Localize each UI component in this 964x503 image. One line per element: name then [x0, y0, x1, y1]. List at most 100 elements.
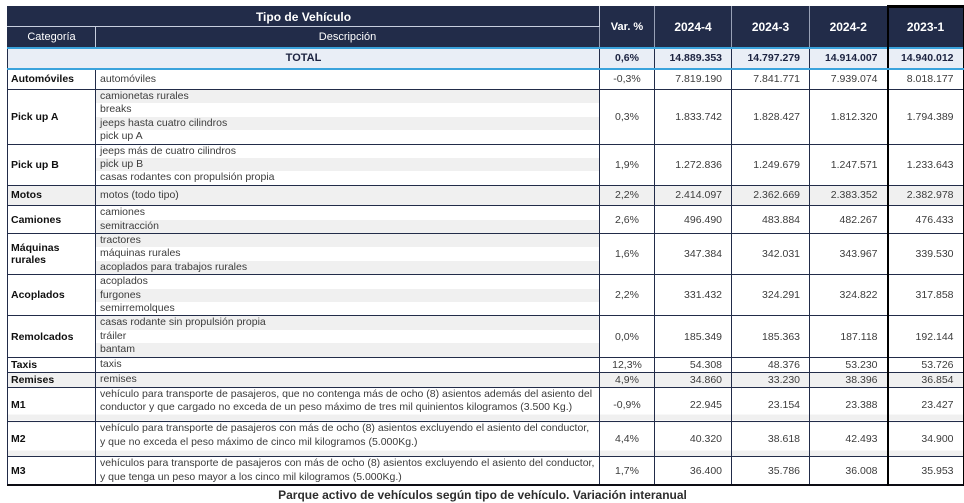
table-row: Máquinas rurales tractores 1,6% 347.384 342.…: [7, 232, 964, 275]
value-cell: 482.267: [809, 205, 889, 234]
table-row: pick up B: [8, 157, 964, 172]
category-cell: Remises: [7, 371, 96, 388]
value-cell: 7.819.190: [654, 68, 733, 90]
category-cell: M2: [7, 421, 96, 457]
value-cell: 343.967: [809, 232, 889, 275]
description-line: bantam: [95, 343, 601, 358]
value-cell: 53.726: [886, 356, 964, 373]
total-value: 14.797.279: [731, 46, 811, 70]
value-cell: 1.233.643: [886, 143, 964, 186]
value-cell: 23.388: [809, 386, 889, 422]
value-cell: 33.230: [731, 371, 811, 388]
var-pct-cell: 2,6%: [599, 205, 656, 234]
value-cell: 483.884: [731, 205, 811, 234]
value-cell: 36.400: [654, 456, 733, 486]
value-cell: 1.272.836: [654, 143, 733, 186]
table-row: bantam: [8, 343, 964, 358]
table-row: Automóviles automóviles -0,3% 7.819.190 7.84…: [7, 68, 964, 90]
value-cell: 23.154: [731, 386, 811, 422]
value-cell: 23.427: [886, 386, 964, 422]
var-pct-cell: 1,7%: [599, 456, 656, 486]
total-value: 14.889.353: [654, 46, 733, 70]
value-cell: 7.939.074: [809, 68, 889, 90]
value-cell: 38.618: [731, 421, 811, 457]
category-cell: Acoplados: [7, 274, 96, 316]
table-row: M3 vehículos para transporte de pasajeros…: [7, 456, 964, 486]
table-row: jeeps hasta cuatro cilindros: [8, 116, 964, 131]
value-cell: 192.144: [886, 315, 964, 358]
table-row: semitracción: [8, 219, 964, 234]
category-cell: Pick up A: [7, 88, 96, 145]
header-categoria: Categoría: [7, 26, 96, 48]
value-cell: 324.291: [731, 274, 811, 316]
value-cell: 7.841.771: [731, 68, 811, 90]
value-cell: 2.383.352: [809, 184, 889, 206]
description-line: acoplados: [95, 274, 601, 289]
value-cell: 187.118: [809, 315, 889, 358]
header-period-2024-4: 2024-4: [654, 6, 732, 48]
var-pct-cell: 0,0%: [599, 315, 656, 358]
category-cell: Pick up B: [7, 143, 96, 186]
category-cell: Máquinas rurales: [7, 232, 96, 275]
value-cell: 1.247.571: [809, 143, 889, 186]
table-row: tráiler: [8, 329, 964, 344]
category-cell: Motos: [7, 184, 96, 206]
var-pct-cell: -0,9%: [599, 386, 656, 422]
value-cell: 2.362.669: [731, 184, 811, 206]
value-cell: 34.900: [886, 421, 964, 457]
table-row: semirremolques: [8, 302, 964, 316]
table-row: Taxis taxis 12,3% 54.308 48.376 53.230 53.726: [7, 356, 964, 373]
var-pct-cell: 2,2%: [599, 184, 656, 206]
header-period-2023-1: 2023-1: [886, 5, 964, 48]
table-row: M1 vehículo para transporte de pasajeros,…: [7, 386, 964, 422]
var-pct-cell: 0,3%: [599, 88, 656, 145]
var-pct-cell: 12,3%: [599, 356, 656, 373]
value-cell: 324.822: [809, 274, 889, 316]
description-line: tractores: [95, 232, 601, 248]
description-line: pick up B: [95, 157, 601, 172]
total-label: TOTAL: [7, 46, 601, 70]
description-line: motos (todo tipo): [95, 184, 601, 206]
value-cell: 347.384: [654, 232, 733, 275]
header-var-pct: Var. %: [599, 6, 655, 48]
value-cell: 2.414.097: [654, 184, 733, 206]
table-body: TOTAL 0,6% 14.889.353 14.797.279 14.914.…: [7, 46, 964, 486]
description-line: breaks: [95, 103, 601, 117]
value-cell: 1.828.427: [731, 88, 811, 145]
description-line: camiones: [95, 205, 601, 220]
table-row: casas rodantes con propulsión propia: [8, 171, 964, 186]
value-cell: 185.349: [654, 315, 733, 358]
value-cell: 53.230: [809, 356, 889, 373]
total-value: 14.914.007: [809, 46, 889, 70]
value-cell: 36.008: [809, 456, 889, 486]
description-line: remises: [95, 371, 601, 388]
value-cell: 22.945: [654, 386, 733, 422]
category-cell: M3: [7, 456, 96, 486]
value-cell: 42.493: [809, 421, 889, 457]
description-line: acoplados para trabajos rurales: [95, 260, 601, 275]
description-line: camionetas rurales: [95, 88, 601, 104]
description-line: furgones: [95, 288, 601, 302]
description-line: vehículo para transporte de pasajeros, q…: [95, 386, 601, 422]
value-cell: 40.320: [654, 421, 733, 457]
table-row: furgones: [8, 288, 964, 302]
header-period-2024-2: 2024-2: [809, 6, 888, 48]
description-line: vehículos para transporte de pasajeros c…: [95, 456, 601, 486]
category-cell: M1: [7, 386, 96, 422]
header-row-sub: Categoría Descripción: [7, 26, 964, 48]
description-line: tráiler: [95, 329, 601, 344]
table-row: M2 vehículo para transporte de pasajeros …: [7, 421, 964, 457]
total-var-pct: 0,6%: [599, 46, 656, 70]
value-cell: 2.382.978: [886, 184, 964, 206]
var-pct-cell: 4,4%: [599, 421, 656, 457]
category-cell: Remolcados: [7, 315, 96, 358]
value-cell: 496.490: [654, 205, 733, 234]
value-cell: 339.530: [886, 232, 964, 275]
var-pct-cell: 1,6%: [599, 232, 656, 275]
total-value: 14.940.012: [886, 46, 964, 70]
var-pct-cell: 1,9%: [599, 143, 656, 186]
value-cell: 331.432: [654, 274, 733, 316]
var-pct-cell: 2,2%: [599, 274, 656, 316]
